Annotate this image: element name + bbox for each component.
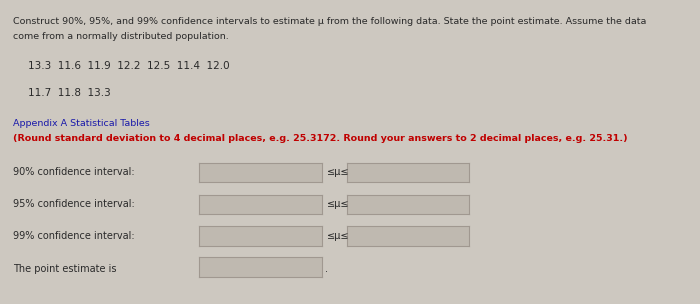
Text: .: . bbox=[326, 264, 328, 275]
Text: 11.7  11.8  13.3: 11.7 11.8 13.3 bbox=[28, 88, 111, 98]
Text: Appendix A Statistical Tables: Appendix A Statistical Tables bbox=[13, 119, 149, 128]
Text: 13.3  11.6  11.9  12.2  12.5  11.4  12.0: 13.3 11.6 11.9 12.2 12.5 11.4 12.0 bbox=[28, 61, 230, 71]
Text: Construct 90%, 95%, and 99% confidence intervals to estimate μ from the followin: Construct 90%, 95%, and 99% confidence i… bbox=[13, 17, 646, 26]
Text: 90% confidence interval:: 90% confidence interval: bbox=[13, 167, 134, 177]
Text: (Round standard deviation to 4 decimal places, e.g. 25.3172. Round your answers : (Round standard deviation to 4 decimal p… bbox=[13, 134, 627, 143]
Text: ≤μ≤: ≤μ≤ bbox=[327, 199, 349, 209]
Text: 95% confidence interval:: 95% confidence interval: bbox=[13, 199, 134, 209]
Text: come from a normally distributed population.: come from a normally distributed populat… bbox=[13, 32, 228, 41]
Text: The point estimate is: The point estimate is bbox=[13, 264, 116, 275]
Text: 99% confidence interval:: 99% confidence interval: bbox=[13, 231, 134, 241]
Text: ≤μ≤: ≤μ≤ bbox=[327, 167, 349, 177]
Text: ≤μ≤: ≤μ≤ bbox=[327, 231, 349, 241]
